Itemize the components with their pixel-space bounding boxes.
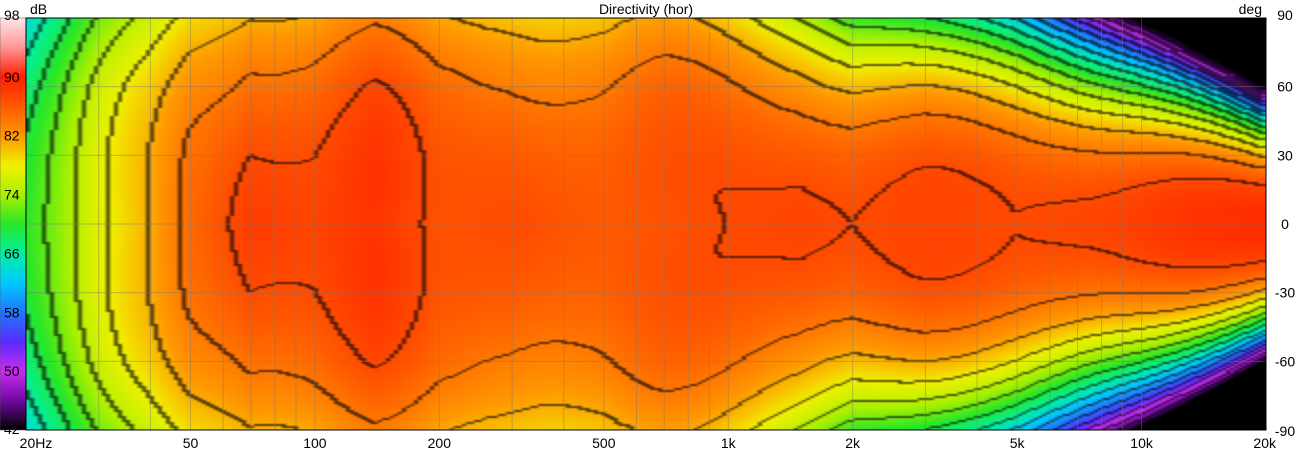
y-axis-tick-label: 30	[1277, 147, 1293, 163]
colorbar-tick-label: 66	[4, 245, 20, 261]
y-axis-tick-label: 60	[1277, 79, 1293, 95]
x-axis-tick-labels: 20Hz 50 100 200 500 1k 2k 5k 10k 20k	[20, 435, 1277, 451]
chart-title: Directivity (hor)	[599, 1, 693, 17]
x-axis-tick-label: 10k	[1130, 435, 1154, 451]
colorbar-tick-label: 98	[4, 7, 20, 23]
plot-frame	[25, 17, 1267, 431]
colorbar-tick-labels: 98 90 82 74 66 58 50 42	[4, 7, 20, 437]
y-axis-tick-label: -60	[1275, 353, 1295, 369]
y-axis-tick-label: -30	[1275, 285, 1295, 301]
y-axis-unit-label: deg	[1239, 1, 1262, 17]
y-axis-tick-label: 90	[1277, 7, 1293, 23]
directivity-heatmap	[26, 18, 1266, 430]
x-axis-tick-label: 100	[303, 435, 327, 451]
colorbar-tick-label: 50	[4, 363, 20, 379]
colorbar-tick-label: 74	[4, 187, 20, 203]
x-axis-tick-label: 20k	[1253, 435, 1277, 451]
x-axis-tick-label: 1k	[721, 435, 737, 451]
x-axis-tick-label: 200	[428, 435, 452, 451]
x-axis-tick-label: 500	[592, 435, 616, 451]
colorbar-tick-label: 58	[4, 304, 20, 320]
colorbar-unit-label: dB	[30, 1, 47, 17]
colorbar-tick-label: 82	[4, 128, 20, 144]
x-axis-tick-label: 20Hz	[20, 435, 53, 451]
colorbar-tick-label: 90	[4, 69, 20, 85]
x-axis-tick-label: 2k	[845, 435, 861, 451]
colorbar: dB 98 90 82 74 66 58 50 42	[0, 1, 47, 437]
x-axis-tick-label: 5k	[1010, 435, 1026, 451]
colorbar-scale	[0, 17, 27, 431]
y-axis-tick-label: -90	[1275, 423, 1295, 439]
y-axis-tick-label: 0	[1281, 216, 1289, 232]
y-axis-tick-labels: 90 60 30 0 -30 -60 -90	[1275, 7, 1295, 439]
x-axis-tick-label: 50	[183, 435, 199, 451]
colorbar-tick-label: 42	[4, 421, 20, 437]
chart-grid	[26, 18, 1266, 430]
